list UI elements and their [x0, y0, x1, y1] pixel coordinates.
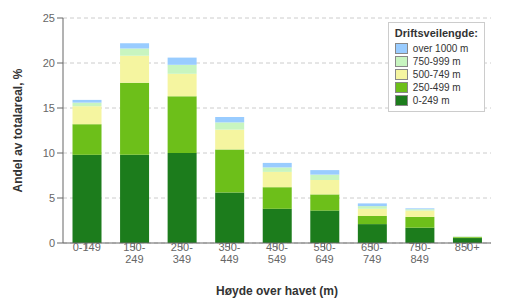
svg-text:350-449: 350-449: [218, 241, 240, 265]
svg-text:250-349: 250-349: [171, 241, 193, 265]
svg-text:850+: 850+: [455, 241, 480, 253]
svg-text:Høyde over havet (m): Høyde over havet (m): [216, 284, 338, 298]
svg-text:15: 15: [43, 102, 55, 114]
svg-text:Andel av totalareal, %: Andel av totalareal, %: [11, 68, 25, 192]
svg-text:20: 20: [43, 57, 55, 69]
svg-text:25: 25: [43, 12, 55, 24]
html-text:Driftsveilengde:: Driftsveilengde:: [394, 27, 478, 39]
svg-text:750-849: 750-849: [409, 241, 431, 265]
html-text:500-749 m: 500-749 m: [412, 69, 461, 80]
html-text:250-499 m: 250-499 m: [412, 82, 461, 93]
svg-text:0-149: 0-149: [73, 241, 101, 253]
svg-text:5: 5: [49, 192, 55, 204]
html-text:0-249 m: 0-249 m: [412, 95, 450, 106]
html-text:over 1000 m: over 1000 m: [412, 43, 469, 54]
svg-text:0: 0: [49, 237, 55, 249]
svg-text:10: 10: [43, 147, 55, 159]
html-text:750-999 m: 750-999 m: [412, 56, 461, 67]
svg-text:150-249: 150-249: [123, 241, 145, 265]
svg-text:650-749: 650-749: [361, 241, 383, 265]
svg-text:450-549: 450-549: [266, 241, 288, 265]
svg-text:550-649: 550-649: [314, 241, 336, 265]
